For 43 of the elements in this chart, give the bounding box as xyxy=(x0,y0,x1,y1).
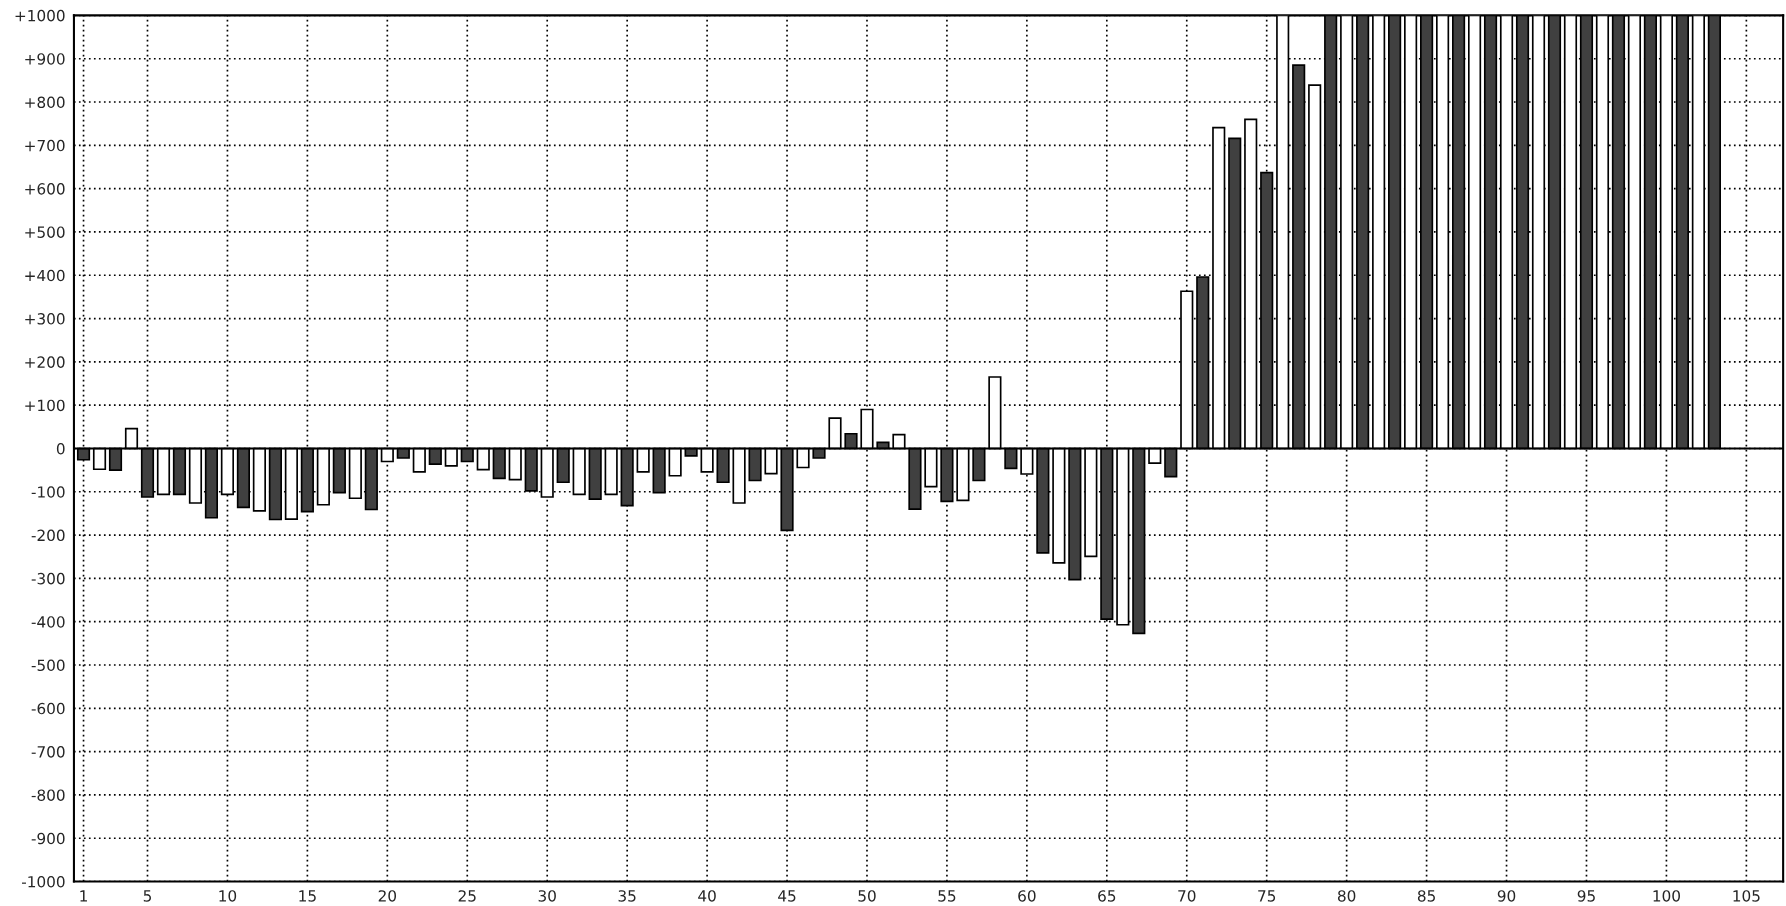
x-tick-label: 55 xyxy=(938,890,956,902)
y-tick-label: +200 xyxy=(25,356,65,368)
y-tick-label: +500 xyxy=(25,226,65,238)
y-tick-label: -500 xyxy=(31,659,65,672)
x-tick-label: 90 xyxy=(1497,890,1516,902)
x-tick-label: 10 xyxy=(219,890,237,902)
x-tick-label: 40 xyxy=(698,890,716,902)
x-tick-label: 70 xyxy=(1178,890,1196,902)
y-tick-label: -400 xyxy=(31,616,65,628)
x-tick-label: 35 xyxy=(618,890,636,902)
x-tick-label: 50 xyxy=(858,890,876,902)
x-tick-label: 60 xyxy=(1018,890,1036,902)
y-tick-label: -900 xyxy=(31,832,65,845)
x-tick-label: 100 xyxy=(1653,890,1680,902)
y-tick-label: 0 xyxy=(56,442,65,455)
x-tick-label: 65 xyxy=(1098,890,1116,902)
x-tick-label: 15 xyxy=(299,890,316,902)
y-tick-label: +100 xyxy=(25,399,65,412)
y-tick-label: +300 xyxy=(25,313,65,325)
x-tick-label: 25 xyxy=(458,890,476,902)
x-tick-label: 45 xyxy=(778,890,796,902)
x-tick-label: 80 xyxy=(1337,890,1356,902)
x-tick-label: 105 xyxy=(1733,890,1760,902)
y-tick-label: -200 xyxy=(31,529,65,542)
x-tick-label: 5 xyxy=(143,890,152,902)
x-tick-label: 85 xyxy=(1417,890,1435,902)
x-tick-label: 95 xyxy=(1577,890,1595,902)
y-tick-label: -800 xyxy=(31,789,65,801)
y-tick-label: +400 xyxy=(25,269,65,282)
x-tick-label: 20 xyxy=(378,890,397,902)
y-tick-label: +800 xyxy=(25,96,65,109)
y-tick-label: +1000 xyxy=(15,9,65,22)
y-tick-label: -100 xyxy=(31,486,65,498)
x-tick-label: 30 xyxy=(538,890,556,902)
x-tick-label: 75 xyxy=(1258,890,1276,902)
y-tick-label: -600 xyxy=(31,702,65,715)
y-tick-label: -300 xyxy=(31,572,65,585)
y-tick-label: -1000 xyxy=(21,876,65,888)
y-tick-label: +600 xyxy=(25,183,65,195)
y-tick-label: +900 xyxy=(25,53,65,65)
y-tick-label: +700 xyxy=(25,139,65,152)
y-tick-label: -700 xyxy=(31,746,65,758)
x-tick-label: 1 xyxy=(80,890,87,902)
